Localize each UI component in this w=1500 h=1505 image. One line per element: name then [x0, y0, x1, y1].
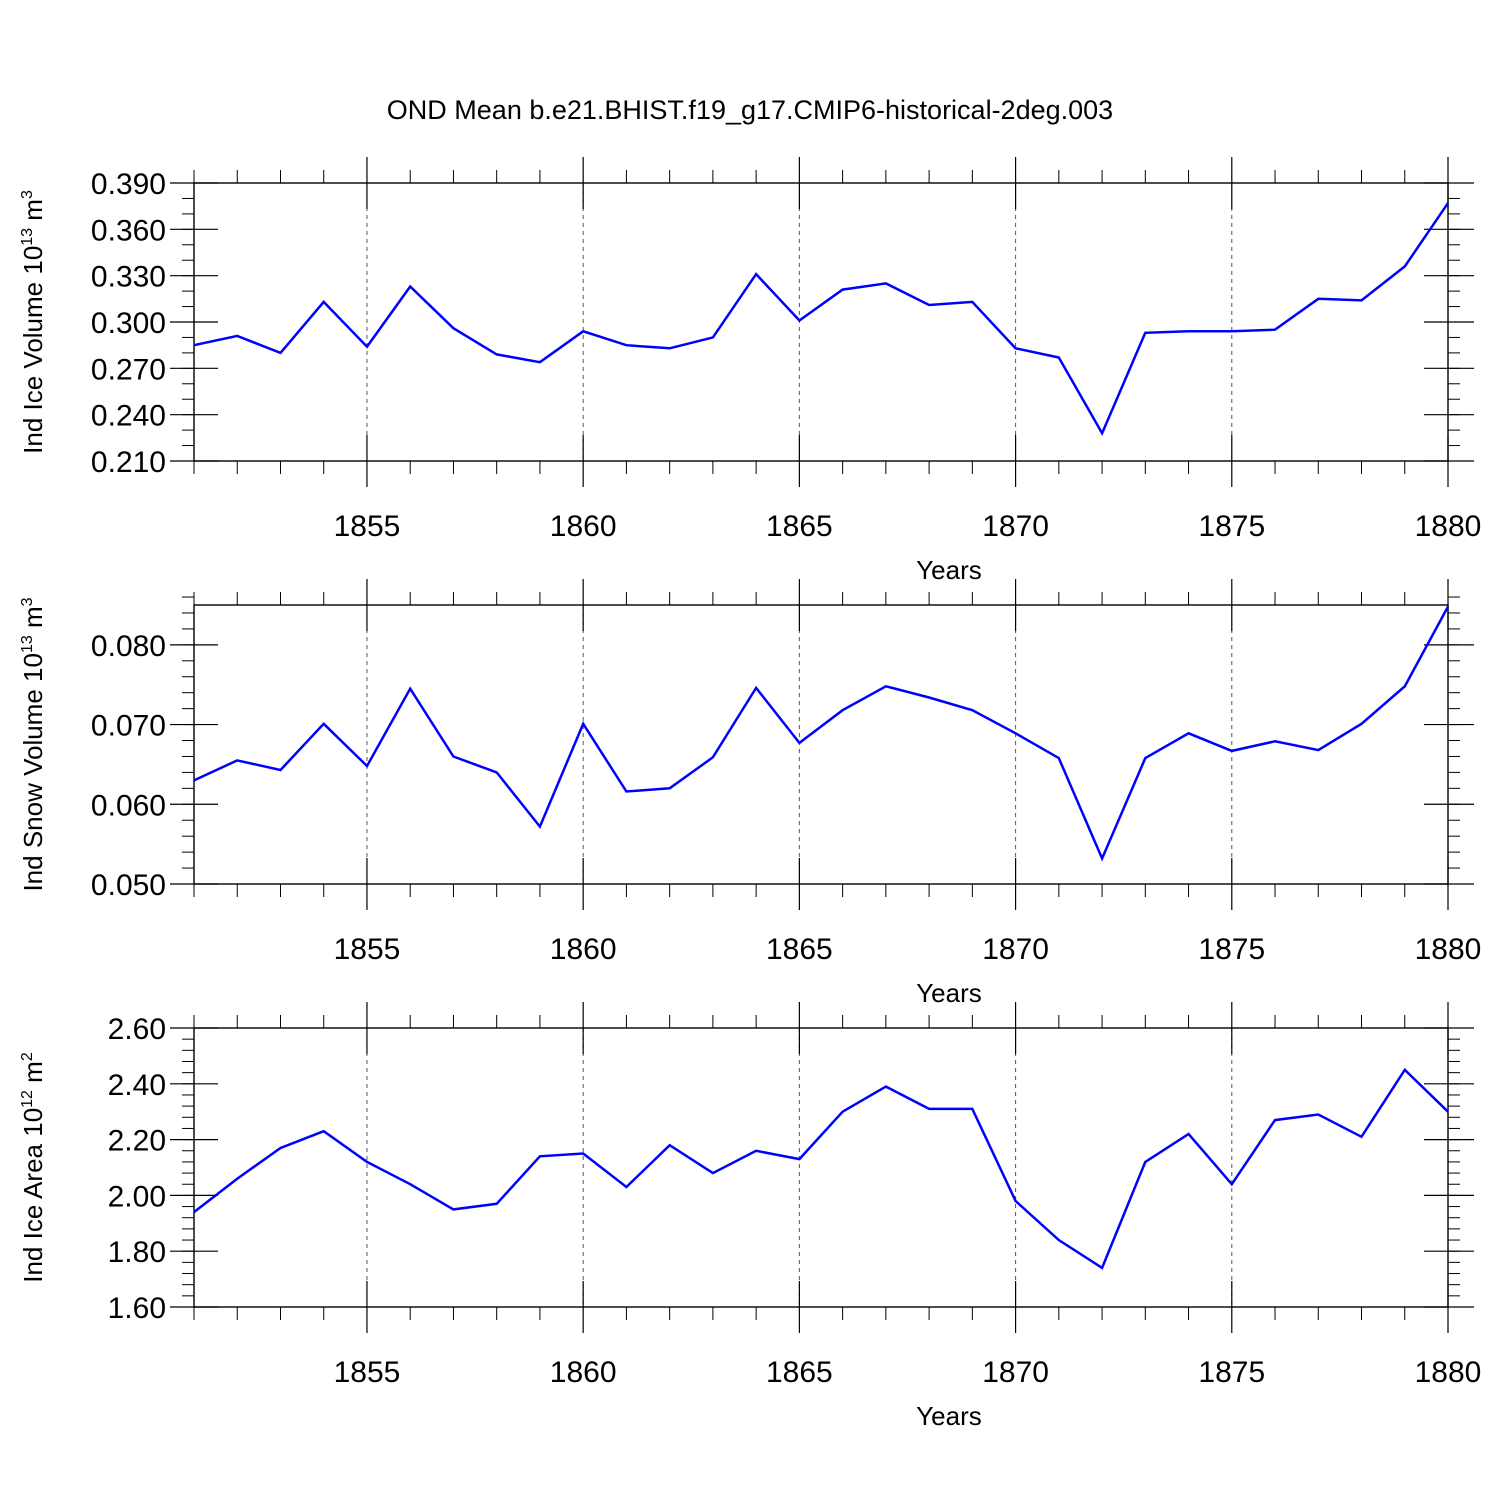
- y-tick-label: 0.060: [91, 789, 166, 822]
- x-tick-label: 1855: [334, 510, 401, 543]
- y-tick-label: 2.40: [108, 1069, 166, 1102]
- y-tick-label: 0.360: [91, 214, 166, 247]
- x-tick-label: 1875: [1198, 933, 1265, 966]
- y-axis-label: Ind Snow Volume 1013 m3: [18, 597, 48, 891]
- plot-frame: [193, 182, 1449, 462]
- x-tick-label: 1875: [1198, 1356, 1265, 1389]
- plot-frame: [193, 1027, 1449, 1308]
- y-tick-label: 1.60: [108, 1292, 166, 1325]
- x-tick-label: 1865: [766, 510, 833, 543]
- x-tick-label: 1865: [766, 1356, 833, 1389]
- x-tick-label: 1870: [982, 1356, 1049, 1389]
- figure-title: OND Mean b.e21.BHIST.f19_g17.CMIP6-histo…: [387, 95, 1113, 125]
- y-tick-label: 2.20: [108, 1125, 166, 1158]
- panels: 1855 1860 1865 1870 1875 1880 0.210 0.240 0.270 0…: [18, 157, 1481, 1431]
- y-tick-label: 0.210: [91, 446, 166, 479]
- x-axis-label: Years: [916, 555, 982, 585]
- x-tick-label: 1880: [1415, 933, 1482, 966]
- x-axis-label: Years: [916, 1401, 982, 1431]
- x-tick-label: 1880: [1415, 510, 1482, 543]
- y-tick-label: 0.080: [91, 630, 166, 663]
- y-tick-label: 0.070: [91, 710, 166, 743]
- x-tick-label: 1875: [1198, 510, 1265, 543]
- y-axis-label: Ind Ice Area 1012 m2: [18, 1052, 48, 1283]
- y-tick-label: 0.240: [91, 400, 166, 433]
- plot-frame: [193, 604, 1449, 885]
- y-tick-label: 2.60: [108, 1013, 166, 1046]
- series-line: [193, 606, 1450, 862]
- y-axis-label: Ind Ice Volume 1013 m3: [18, 190, 48, 454]
- panel-3: 1855 1860 1865 1870 1875 1880 1.60 1.80 2.00 2.20…: [18, 1002, 1481, 1431]
- x-tick-label: 1860: [550, 510, 617, 543]
- y-tick-label: 2.00: [108, 1180, 166, 1213]
- x-tick-label: 1855: [334, 933, 401, 966]
- y-tick-label: 0.390: [91, 168, 166, 201]
- y-tick-label: 0.050: [91, 869, 166, 902]
- x-tick-label: 1865: [766, 933, 833, 966]
- x-tick-label: 1880: [1415, 1356, 1482, 1389]
- x-tick-label: 1860: [550, 933, 617, 966]
- y-tick-label: 0.330: [91, 261, 166, 294]
- panel-1: 1855 1860 1865 1870 1875 1880 0.210 0.240 0.270 0…: [18, 157, 1481, 585]
- y-tick-label: 0.270: [91, 353, 166, 386]
- series-line: [193, 202, 1450, 436]
- y-tick-label: 1.80: [108, 1236, 166, 1269]
- panel-2: 1855 1860 1865 1870 1875 1880 0.050 0.060 0.070 0…: [18, 579, 1481, 1008]
- x-tick-label: 1870: [982, 510, 1049, 543]
- x-tick-label: 1855: [334, 1356, 401, 1389]
- x-tick-label: 1870: [982, 933, 1049, 966]
- y-tick-label: 0.300: [91, 307, 166, 340]
- series-line: [193, 1067, 1449, 1270]
- x-tick-label: 1860: [550, 1356, 617, 1389]
- x-axis-label: Years: [916, 978, 982, 1008]
